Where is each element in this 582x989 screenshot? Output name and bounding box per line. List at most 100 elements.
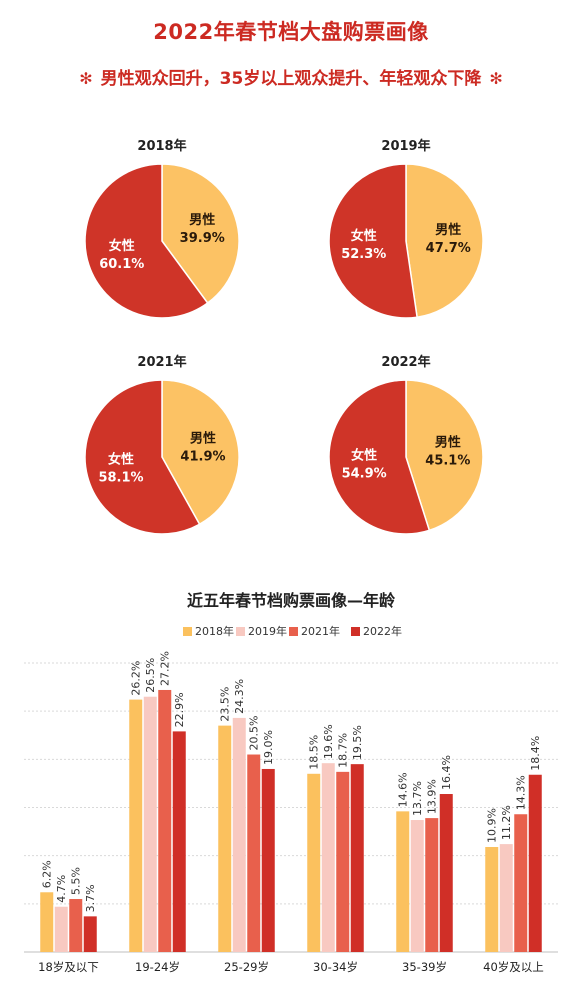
pie-slice-male	[405, 379, 484, 532]
slice-value-label: 47.7%	[426, 241, 471, 256]
bar-value-label: 19.6%	[322, 724, 335, 759]
legend-item-2021年: 2021年	[289, 624, 340, 638]
bar-35-39岁-2018年	[396, 811, 410, 952]
legend-swatch	[351, 627, 360, 636]
pie-slice-male	[161, 163, 240, 305]
page-title: 2022年春节档大盘购票画像	[153, 20, 429, 44]
bar-value-label: 11.2%	[500, 805, 513, 840]
slice-value-label: 60.1%	[99, 257, 144, 272]
slice-label: 女性	[351, 228, 377, 244]
bar-35-39岁-2022年	[439, 794, 453, 952]
bar-35-39岁-2021年	[425, 818, 439, 952]
bar-40岁及以上-2022年	[528, 774, 542, 952]
slice-value-label: 41.9%	[180, 449, 225, 464]
bar-19-24岁-2022年	[172, 731, 186, 952]
bar-25-29岁-2019年	[232, 717, 246, 952]
slice-value-label: 54.9%	[342, 466, 387, 481]
pie-slice-female	[84, 379, 201, 535]
slice-label: 男性	[189, 212, 215, 228]
legend-label: 2022年	[363, 624, 402, 638]
bar-value-label: 14.6%	[397, 772, 410, 807]
snowflake-icon: ✻	[79, 69, 93, 88]
bar-value-label: 16.4%	[440, 755, 453, 790]
bar-40岁及以上-2021年	[514, 814, 528, 952]
legend-label: 2019年	[248, 624, 287, 638]
pie-title: 2019年	[381, 138, 430, 154]
bar-value-label: 20.5%	[248, 716, 261, 751]
bar-value-label: 23.5%	[219, 687, 232, 722]
category-label: 18岁及以下	[38, 960, 99, 974]
legend-label: 2018年	[195, 624, 234, 638]
bar-value-label: 5.5%	[70, 867, 83, 895]
legend-swatch	[236, 627, 245, 636]
legend-swatch	[289, 627, 298, 636]
slice-value-label: 52.3%	[341, 247, 386, 262]
pie-slice-female	[84, 163, 209, 319]
bar-40岁及以上-2018年	[485, 846, 499, 952]
bar-18岁及以下-2018年	[40, 892, 54, 952]
legend-label: 2021年	[301, 624, 340, 638]
bar-19-24岁-2021年	[158, 689, 172, 952]
page-subtitle: ✻ 男性观众回升，35岁以上观众提升、年轻观众下降 ✻	[0, 64, 582, 89]
age-bar-chart: 近五年春节档购票画像—年龄 2018年 2019年 2021年 2022年 6.2%4.7…	[24, 591, 558, 974]
category-label: 40岁及以上	[483, 960, 544, 974]
bar-40岁及以上-2019年	[499, 844, 513, 952]
bar-19-24岁-2018年	[129, 699, 143, 952]
pie-slice-male	[161, 379, 240, 526]
pie-title: 2022年	[381, 354, 430, 370]
bar-value-label: 19.5%	[351, 725, 364, 760]
pie-slice-male	[405, 163, 484, 319]
pie-title: 2021年	[137, 354, 186, 370]
slice-label: 男性	[435, 222, 461, 238]
bar-value-label: 18.4%	[529, 736, 542, 771]
bar-value-label: 22.9%	[173, 692, 186, 727]
slice-value-label: 45.1%	[425, 454, 470, 469]
pie-title: 2018年	[137, 138, 186, 154]
bar-value-label: 26.5%	[144, 658, 157, 693]
bar-19-24岁-2019年	[143, 696, 157, 952]
subtitle-text: 男性观众回升，35岁以上观众提升、年轻观众下降	[100, 69, 482, 89]
bar-value-label: 4.7%	[55, 875, 68, 903]
slice-label: 男性	[435, 435, 461, 451]
bar-30-34岁-2018年	[307, 773, 321, 952]
slice-label: 女性	[109, 238, 135, 254]
bar-value-label: 27.2%	[159, 651, 172, 686]
bar-value-label: 18.7%	[337, 733, 350, 768]
bar-25-29岁-2022年	[261, 768, 275, 952]
bar-chart-title: 近五年春节档购票画像—年龄	[187, 591, 396, 610]
bar-value-label: 26.2%	[130, 661, 143, 696]
slice-value-label: 58.1%	[98, 471, 143, 486]
bar-value-label: 19.0%	[262, 730, 275, 765]
bar-25-29岁-2018年	[218, 725, 232, 952]
slice-label: 女性	[108, 452, 134, 468]
category-label: 30-34岁	[313, 960, 358, 974]
pie-slice-female	[328, 163, 418, 319]
bar-value-label: 3.7%	[84, 884, 97, 912]
bar-35-39岁-2019年	[410, 820, 424, 952]
bar-value-label: 18.5%	[308, 735, 321, 770]
bar-30-34岁-2021年	[336, 771, 350, 952]
legend-item-2018年: 2018年	[183, 624, 234, 638]
bar-18岁及以下-2021年	[69, 899, 83, 952]
bar-value-label: 13.9%	[426, 779, 439, 814]
slice-label: 男性	[190, 430, 216, 446]
bar-25-29岁-2021年	[247, 754, 261, 952]
snowflake-icon: ✻	[489, 69, 503, 88]
bar-value-label: 10.9%	[486, 808, 499, 843]
category-label: 25-29岁	[224, 960, 269, 974]
slice-label: 女性	[351, 447, 377, 463]
bar-18岁及以下-2019年	[54, 906, 68, 952]
bar-30-34岁-2022年	[350, 764, 364, 952]
bar-30-34岁-2019年	[321, 763, 335, 952]
legend-swatch	[183, 627, 192, 636]
category-label: 19-24岁	[135, 960, 180, 974]
bar-value-label: 13.7%	[411, 781, 424, 816]
bar-value-label: 6.2%	[41, 860, 54, 888]
pie-slice-female	[328, 379, 431, 535]
bar-value-label: 14.3%	[515, 775, 528, 810]
